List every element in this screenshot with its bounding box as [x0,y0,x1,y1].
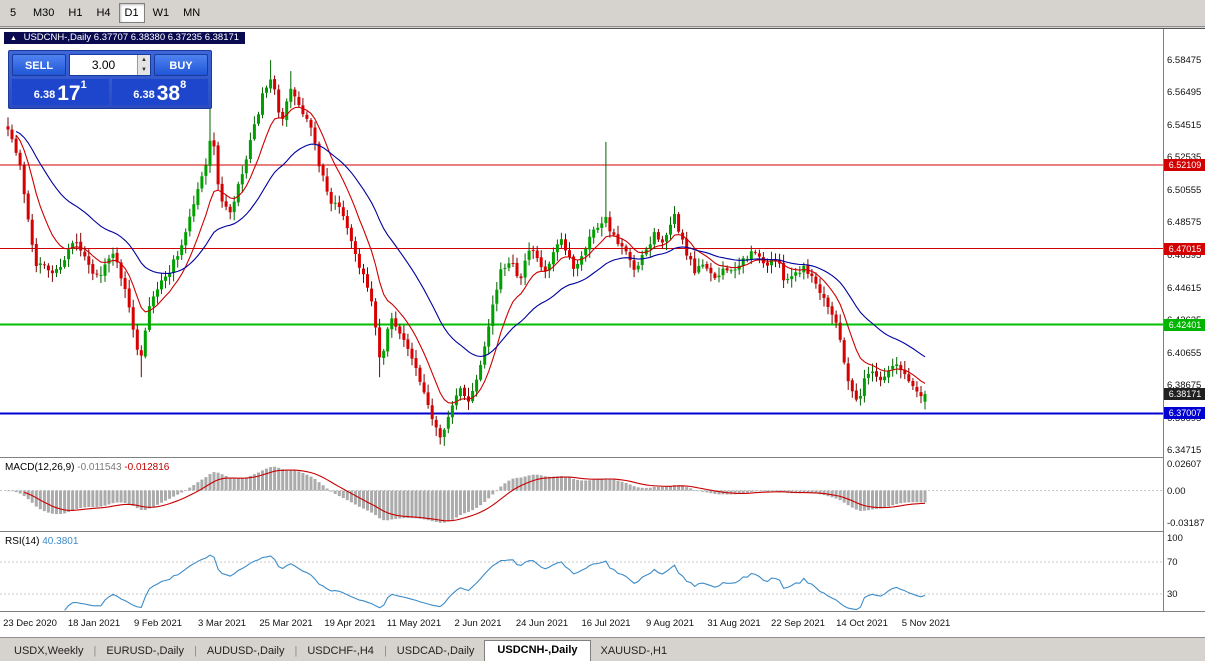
rsi-scale-label: 70 [1167,557,1178,568]
chart-ohlc-values: 6.37707 6.38380 6.37235 6.38171 [93,32,240,43]
date-tick-label: 22 Sep 2021 [771,618,825,629]
price-tick-label: 6.46595 [1167,249,1202,261]
rsi-indicator-chart[interactable] [0,533,1163,611]
sell-price-big-digits: 17 [57,82,81,105]
rsi-scale-label: 30 [1167,589,1178,600]
chart-tab-audusd-daily[interactable]: AUDUSD-,Daily [206,645,285,657]
panel-separator[interactable] [0,531,1205,532]
price-chart[interactable] [0,29,1163,457]
macd-scale-label: 0.02607 [1167,459,1202,471]
date-tick-label: 11 May 2021 [386,618,442,629]
rsi-name: RSI(14) [5,536,40,547]
timeframe-button-mn[interactable]: MN [183,7,201,19]
buy-price-base: 6.38 [133,89,155,101]
timeframe-button-d1[interactable]: D1 [118,3,145,23]
date-tick-label: 3 Mar 2021 [197,618,247,629]
date-tick-label: 18 Jan 2021 [67,618,121,629]
price-tick-label: 6.52535 [1167,152,1202,164]
date-tick-label: 14 Oct 2021 [836,618,888,629]
price-tick-label: 6.56495 [1167,87,1202,99]
chart-tab-eurusd-daily[interactable]: EURUSD-,Daily [106,645,184,657]
volume-input[interactable] [70,55,137,75]
price-scale[interactable]: 6.58475 6.56495 6.54515 6.52535 6.50555 6.485… [1163,29,1205,611]
price-level-tag: 6.52109 [1164,158,1205,171]
panel-separator [0,611,1205,612]
date-tick-label: 5 Nov 2021 [901,618,951,629]
price-tick-label: 6.40655 [1167,347,1202,359]
price-tick-label: 6.50555 [1167,184,1202,196]
chart-tab-xauusd-h1[interactable]: XAUUSD-,H1 [600,645,668,657]
chart-window: 6.58475 6.56495 6.54515 6.52535 6.50555 6.485… [0,28,1205,638]
tab-separator: | [193,645,197,657]
time-scale[interactable]: 23 Dec 2020 18 Jan 2021 9 Feb 2021 3 Mar 20… [0,613,1205,638]
sell-price-display[interactable]: 6.38 17 1 [12,79,109,105]
price-level-tag: 6.37007 [1164,407,1205,420]
timeframe-toolbar: 5 M30 H1 H4 D1 W1 MN [0,0,1205,27]
price-tick-label: 6.54515 [1167,119,1202,131]
volume-stepper: ▲ ▼ [69,54,151,76]
tab-separator: | [294,645,298,657]
panel-separator[interactable] [0,457,1205,458]
buy-price-display[interactable]: 6.38 38 8 [111,79,208,105]
macd-scale-label: -0.03187 [1167,518,1205,530]
price-tick-label: 6.44615 [1167,282,1202,294]
date-tick-label: 9 Feb 2021 [133,618,183,629]
sell-button[interactable]: SELL [12,54,66,76]
date-tick-label: 25 Mar 2021 [259,618,313,629]
macd-indicator-chart[interactable] [0,459,1163,531]
timeframe-button-w1[interactable]: W1 [152,7,170,19]
collapse-icon[interactable]: ▲ [10,35,17,42]
macd-name: MACD(12,26,9) [5,462,75,473]
chart-tab-usdchf-h4[interactable]: USDCHF-,H4 [307,645,374,657]
price-level-tag: 6.47015 [1164,242,1205,255]
price-tick-label: 6.48575 [1167,217,1202,229]
chart-tab-usdcnh-daily[interactable]: USDCNH-,Daily [484,640,591,661]
macd-value-signal: -0.012816 [124,462,170,473]
price-tick-label: 6.58475 [1167,54,1202,66]
tab-separator: | [93,645,97,657]
price-level-tag: 6.38171 [1164,388,1205,401]
macd-label: MACD(12,26,9) -0.011543 -0.012816 [5,462,169,473]
volume-up-button[interactable]: ▲ [137,55,150,65]
tab-separator: | [383,645,387,657]
sell-price-base: 6.38 [33,89,56,101]
macd-scale-label: 0.00 [1167,485,1186,497]
timeframe-button-h4[interactable]: H4 [96,7,111,19]
volume-down-button[interactable]: ▼ [137,65,150,75]
timeframe-button-5[interactable]: 5 [9,7,17,19]
buy-price-pip: 8 [180,79,187,91]
chart-tab-bar: USDX,Weekly | EURUSD-,Daily | AUDUSD-,Daily |… [0,637,1205,661]
price-level-tag: 6.42401 [1164,318,1205,331]
date-tick-label: 16 Jul 2021 [581,618,631,629]
sell-price-pip: 1 [80,79,87,91]
chart-tab-usdcad-daily[interactable]: USDCAD-,Daily [396,645,475,657]
date-tick-label: 24 Jun 2021 [515,618,569,629]
chart-title-bar: ▲ USDCNH-,Daily 6.37707 6.38380 6.37235 … [4,32,246,44]
timeframe-button-h1[interactable]: H1 [68,7,83,19]
macd-value-main: -0.011543 [77,462,122,473]
buy-price-big-digits: 38 [156,82,181,105]
date-tick-label: 2 Jun 2021 [454,618,502,629]
price-tick-label: 6.38675 [1167,380,1202,392]
one-click-trading-panel: SELL ▲ ▼ BUY 6.38 17 1 6.38 38 8 [8,50,212,109]
price-tick-label: 6.34715 [1167,445,1202,457]
date-tick-label: 31 Aug 2021 [707,618,761,629]
rsi-scale-label: 100 [1167,533,1183,544]
date-tick-label: 23 Dec 2020 [3,618,57,629]
date-tick-label: 19 Apr 2021 [324,618,376,629]
chart-symbol-period: USDCNH-,Daily [23,32,92,43]
rsi-label: RSI(14) 40.3801 [5,536,78,547]
timeframe-button-m30[interactable]: M30 [33,7,55,19]
buy-button[interactable]: BUY [154,54,208,76]
chart-tab-usdx-weekly[interactable]: USDX,Weekly [14,645,84,657]
date-tick-label: 9 Aug 2021 [645,618,695,629]
rsi-value: 40.3801 [42,536,79,547]
